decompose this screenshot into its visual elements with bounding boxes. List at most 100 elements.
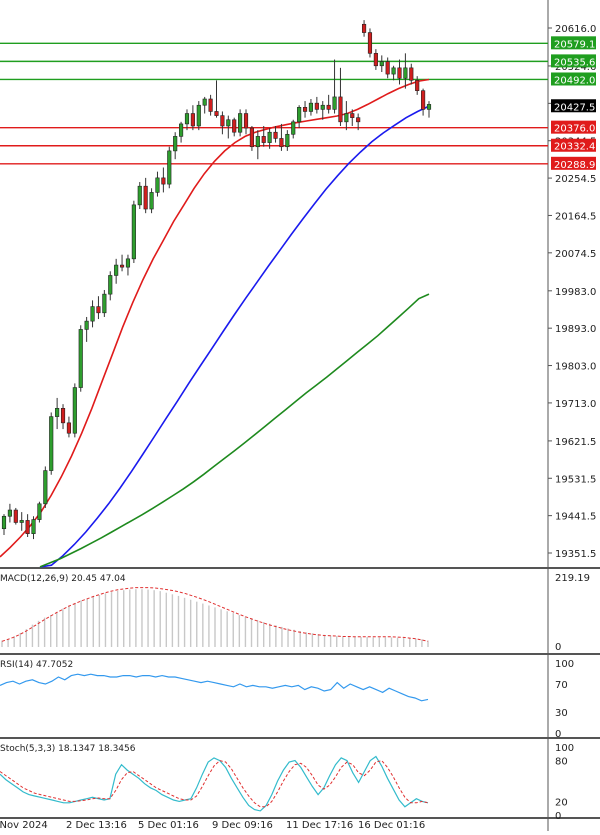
macd-axis-label: 219.19 [555, 573, 590, 584]
candle-body [31, 519, 36, 534]
rsi-line [0, 673, 429, 702]
candle-body [249, 127, 254, 148]
candle-body [125, 258, 131, 268]
candle-body [179, 123, 184, 137]
current-price-tag [551, 99, 596, 113]
candle-body [161, 177, 166, 185]
candle-body [167, 150, 172, 185]
x-tick-label: 9 Dec 09:16 [212, 820, 273, 831]
candle-body [84, 320, 89, 330]
x-tick-label: 11 Dec 17:16 [286, 820, 353, 831]
candle-body [397, 67, 402, 79]
candle-body [78, 329, 83, 388]
price-tick-label: 20616.0 [555, 24, 596, 35]
price-tick-label: 19351.5 [555, 549, 596, 560]
candle-body [385, 61, 390, 75]
candle-body [255, 136, 260, 148]
price-tick-label: 19713.0 [555, 399, 596, 410]
candle-body [149, 192, 154, 210]
candle-body [314, 102, 319, 110]
price-tick-label: 19803.0 [555, 362, 596, 373]
x-tick-label: 8 Nov 2024 [0, 820, 48, 831]
stoch-axis-label: 80 [555, 757, 568, 768]
candle-body [131, 204, 136, 260]
level-tag [551, 120, 596, 134]
candle-body [403, 67, 408, 79]
price-tick-label: 19893.0 [555, 324, 596, 335]
price-tick-label: 19621.5 [555, 437, 596, 448]
stoch-label: Stoch(5,3,3) 18.1347 18.3456 [0, 744, 136, 754]
price-tick-label: 19531.5 [555, 474, 596, 485]
candle-body [155, 177, 160, 193]
rsi-axis-label: 0 [555, 729, 561, 740]
candle-body [421, 90, 426, 110]
stoch-axis-label: 0 [555, 811, 561, 822]
stoch-k-line [0, 755, 429, 812]
candle-body [285, 133, 290, 148]
candle-body [37, 503, 42, 520]
candle-body [243, 113, 249, 129]
candle-body [261, 136, 266, 143]
candle-body [426, 104, 432, 110]
candle-body [332, 96, 337, 110]
candle-body [279, 138, 284, 148]
candle-body [291, 121, 296, 135]
candle-body [102, 293, 107, 314]
candle-body [114, 264, 119, 276]
price-tick-label: 20074.5 [555, 249, 596, 260]
candle-body [184, 113, 190, 125]
candle-body [108, 275, 113, 295]
rsi-label: RSI(14) 47.7052 [0, 660, 73, 670]
level-tag [551, 138, 596, 152]
candle-body [273, 131, 278, 139]
candle-body [137, 185, 142, 206]
candle-body [373, 53, 378, 67]
candle-body [338, 96, 343, 123]
x-tick-label: 2 Dec 13:16 [66, 820, 127, 831]
price-tick-label: 19983.0 [555, 287, 596, 298]
candle-body [308, 102, 314, 112]
candle-body [25, 520, 30, 534]
candle-body [367, 32, 373, 54]
candle-body [55, 408, 60, 417]
candle-body [361, 23, 367, 33]
candle-body [326, 104, 331, 110]
level-tag [551, 156, 596, 170]
candle-body [202, 98, 207, 106]
candle-body [72, 387, 77, 434]
macd-axis-label: 0 [555, 642, 561, 653]
candle-body [356, 117, 361, 123]
candle-body [196, 104, 201, 127]
stoch-axis-label: 100 [555, 743, 574, 754]
candle-body [19, 520, 24, 523]
rsi-axis-label: 100 [555, 659, 574, 670]
moving-average-line [39, 105, 430, 568]
candle-body [226, 119, 231, 127]
price-tick-label: 20524.6 [555, 62, 596, 73]
candle-body [60, 408, 66, 424]
macd-label: MACD(12,26,9) 20.45 47.04 [0, 574, 126, 584]
candle-body [297, 107, 302, 123]
candle-body [119, 264, 125, 268]
candle-body [302, 107, 308, 112]
stoch-d-line [0, 760, 429, 808]
candle-body [320, 104, 325, 110]
candle-body [1, 515, 7, 530]
candle-body [90, 306, 95, 322]
macd-signal-line [1, 587, 429, 642]
level-tag-label: 20332.4 [554, 142, 595, 153]
candle-body [391, 67, 396, 75]
level-tag-label: 20376.0 [554, 124, 595, 135]
candle-body [96, 306, 101, 314]
candle-body [143, 185, 148, 210]
candle-body [66, 422, 72, 434]
candle-body [43, 470, 48, 505]
rsi-axis-label: 70 [555, 680, 568, 691]
candle-body [350, 113, 355, 118]
level-tag [551, 36, 596, 50]
candle-body [344, 113, 349, 123]
x-tick-label: 16 Dec 01:16 [358, 820, 425, 831]
